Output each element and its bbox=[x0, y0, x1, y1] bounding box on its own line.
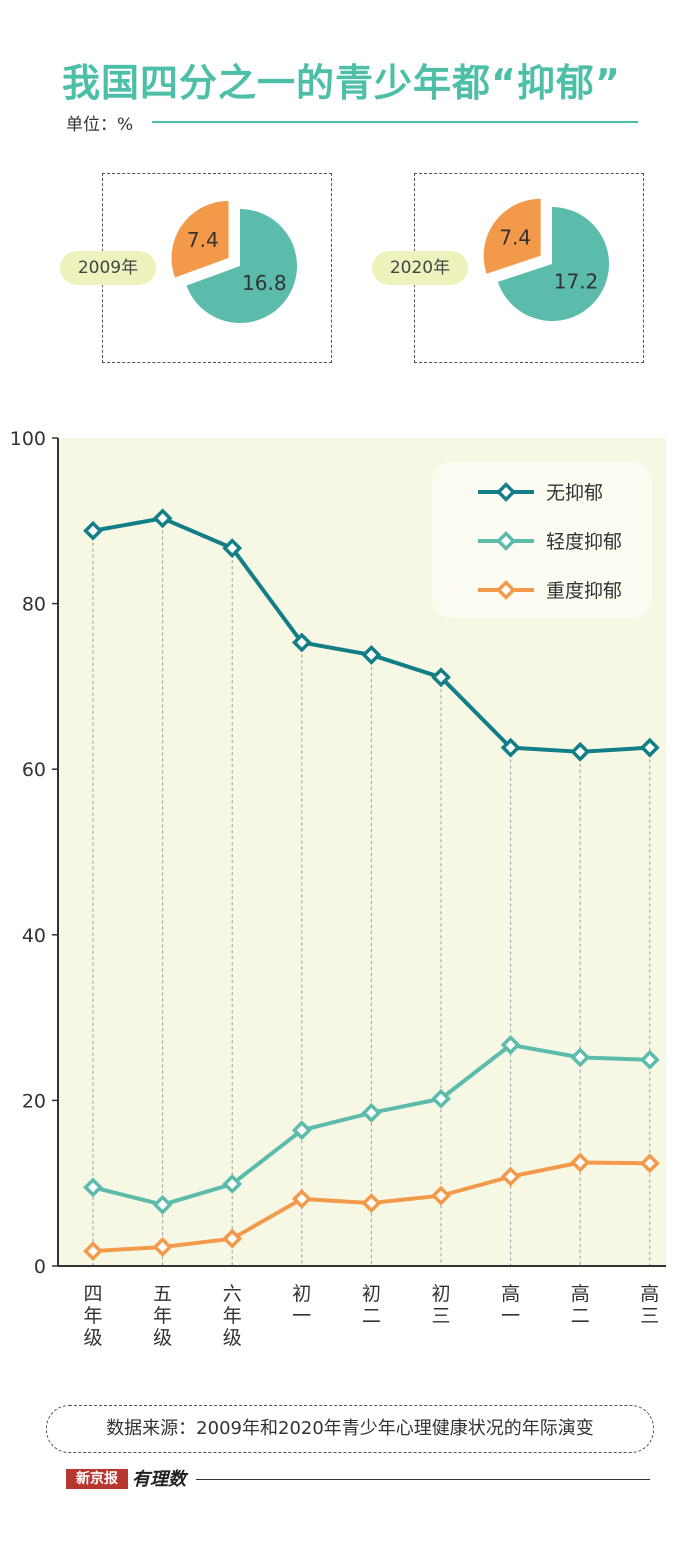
data-point-1-1 bbox=[152, 1194, 173, 1215]
data-point-2-4 bbox=[361, 1193, 382, 1213]
data-point-0-2 bbox=[222, 538, 243, 559]
data-point-1-8 bbox=[639, 1049, 660, 1070]
data-point-2-5 bbox=[431, 1185, 451, 1206]
y-tick-label: 100 bbox=[10, 428, 46, 450]
pie-slice-label-0: 7.4 bbox=[499, 225, 531, 249]
pie-slice-label-0: 7.4 bbox=[187, 228, 219, 252]
x-tick-label: 高一 bbox=[501, 1283, 520, 1327]
pie-slice-0 bbox=[171, 200, 229, 278]
y-tick-label: 40 bbox=[22, 925, 46, 947]
line-chart: 0 20 40 60 80 100 四年级 五年级 六年级 初一 初二 初三 高一 高二 高三 无抑郁轻度抑郁… bbox=[10, 428, 666, 1349]
unit-row: 单位：% bbox=[66, 110, 638, 135]
pie-slice-label-1: 17.2 bbox=[554, 269, 599, 293]
pie-slice-1 bbox=[186, 209, 297, 324]
y-tick-label: 20 bbox=[22, 1090, 46, 1112]
legend-label-1: 轻度抑郁 bbox=[546, 531, 622, 553]
x-tick-label: 四年级 bbox=[83, 1283, 102, 1349]
data-point-0-3 bbox=[291, 632, 312, 653]
data-point-1-7 bbox=[570, 1047, 591, 1068]
legend-label-0: 无抑郁 bbox=[546, 482, 603, 504]
data-point-1-3 bbox=[291, 1120, 312, 1141]
data-point-0-0 bbox=[83, 520, 103, 541]
x-tick-label: 六年级 bbox=[223, 1283, 242, 1349]
legend-box bbox=[432, 462, 652, 618]
brand-logo: 新京报 bbox=[66, 1469, 128, 1489]
pie-chart-2009: 7.4 16.8 bbox=[171, 200, 297, 324]
year-pill-2020: 2020年 bbox=[372, 251, 468, 285]
unit-label: 单位：% bbox=[66, 115, 134, 135]
x-tick-label: 高二 bbox=[571, 1283, 590, 1327]
x-tick-label: 五年级 bbox=[153, 1283, 172, 1349]
pie-slice-0 bbox=[483, 198, 541, 274]
pie-slice-label-1: 16.8 bbox=[242, 271, 287, 295]
y-tick-label: 0 bbox=[34, 1256, 46, 1278]
data-point-0-4 bbox=[361, 645, 382, 665]
unit-divider bbox=[152, 121, 638, 123]
data-point-2-8 bbox=[639, 1153, 660, 1174]
footer: 新京报 有理数 bbox=[66, 1465, 650, 1493]
data-point-1-5 bbox=[431, 1088, 451, 1109]
pie-slice-1 bbox=[497, 207, 609, 321]
data-point-2-7 bbox=[570, 1152, 591, 1173]
data-point-2-2 bbox=[222, 1228, 243, 1249]
x-tick-label: 初二 bbox=[362, 1283, 381, 1327]
x-tick-label: 初一 bbox=[292, 1283, 311, 1327]
data-point-2-3 bbox=[291, 1189, 312, 1209]
x-tick-label: 高三 bbox=[640, 1283, 659, 1327]
footer-divider bbox=[196, 1479, 650, 1480]
legend-label-2: 重度抑郁 bbox=[546, 580, 622, 602]
source-note: 数据来源：2009年和2020年青少年心理健康状况的年际演变 bbox=[46, 1405, 654, 1453]
x-tick-label: 初三 bbox=[431, 1283, 450, 1327]
page-title: 我国四分之一的青少年都“抑郁” bbox=[62, 61, 621, 105]
y-tick-label: 60 bbox=[22, 759, 46, 781]
pie-chart-2020: 7.4 17.2 bbox=[483, 198, 609, 321]
y-tick-label: 80 bbox=[22, 594, 46, 616]
legend-marker-0 bbox=[496, 482, 516, 502]
column-logo: 有理数 bbox=[132, 1469, 186, 1490]
year-pill-2009: 2009年 bbox=[60, 251, 156, 285]
